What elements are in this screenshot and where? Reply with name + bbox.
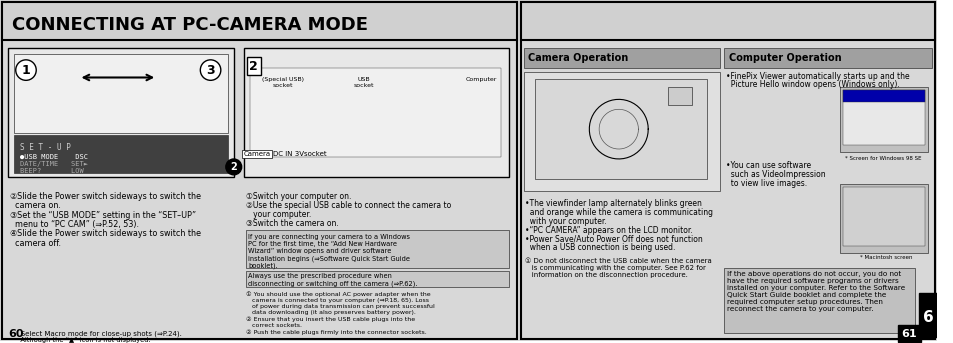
Text: •Power Save/Auto Power Off does not function: •Power Save/Auto Power Off does not func… bbox=[525, 235, 702, 244]
Bar bbox=[13, 135, 228, 173]
Text: Always use the prescribed procedure when
disconnecting or switching off the came: Always use the prescribed procedure when… bbox=[248, 273, 417, 287]
Text: BEEP?       LOW: BEEP? LOW bbox=[20, 168, 83, 174]
Text: menu to “PC CAM” (⇒P.52, 53).: menu to “PC CAM” (⇒P.52, 53). bbox=[10, 220, 139, 229]
Text: camera on.: camera on. bbox=[10, 201, 61, 210]
Bar bbox=[919, 293, 936, 337]
Text: Camera Operation: Camera Operation bbox=[528, 52, 628, 63]
Bar bbox=[723, 48, 931, 68]
Text: 2: 2 bbox=[250, 60, 258, 73]
Text: DC IN 3Vsocket: DC IN 3Vsocket bbox=[273, 151, 326, 157]
Text: Picture Hello window opens (Windows only).: Picture Hello window opens (Windows only… bbox=[725, 80, 899, 89]
Text: 2: 2 bbox=[230, 162, 237, 172]
Bar bbox=[243, 48, 508, 177]
Text: S E T - U P: S E T - U P bbox=[20, 143, 71, 152]
Bar bbox=[841, 187, 924, 246]
Bar bbox=[523, 48, 720, 68]
Bar bbox=[251, 68, 500, 157]
Text: 1: 1 bbox=[22, 63, 30, 76]
Bar bbox=[520, 2, 934, 339]
Bar bbox=[839, 184, 927, 253]
Text: 60: 60 bbox=[8, 329, 23, 339]
Text: •“PC CAMERA” appears on the LCD monitor.: •“PC CAMERA” appears on the LCD monitor. bbox=[525, 226, 693, 235]
Bar bbox=[245, 271, 508, 287]
Bar bbox=[841, 91, 924, 102]
Text: 6: 6 bbox=[922, 310, 933, 326]
Text: Select Macro mode for close-up shots (⇒P.24).: Select Macro mode for close-up shots (⇒P… bbox=[13, 331, 181, 337]
Text: If you are connecting your camera to a Windows
PC for the first time, the “Add N: If you are connecting your camera to a W… bbox=[248, 235, 410, 270]
Bar bbox=[245, 230, 508, 268]
Text: •You can use software: •You can use software bbox=[725, 161, 810, 170]
Text: and orange while the camera is communicating: and orange while the camera is communica… bbox=[525, 208, 713, 217]
Text: 3: 3 bbox=[206, 63, 214, 76]
Bar bbox=[667, 87, 692, 105]
Text: ③Set the “USB MODE” setting in the “SET–UP”: ③Set the “USB MODE” setting in the “SET–… bbox=[10, 211, 195, 220]
Bar bbox=[839, 87, 927, 152]
Text: ② Push the cable plugs firmly into the connector sockets.: ② Push the cable plugs firmly into the c… bbox=[245, 330, 426, 335]
Text: •The viewfinder lamp alternately blinks green: •The viewfinder lamp alternately blinks … bbox=[525, 199, 701, 208]
Text: ●USB MODE    DSC: ●USB MODE DSC bbox=[20, 154, 88, 160]
Text: ①Switch your computer on.: ①Switch your computer on. bbox=[245, 192, 351, 201]
Text: Computer Operation: Computer Operation bbox=[728, 52, 841, 63]
Bar bbox=[13, 54, 228, 133]
Text: Computer: Computer bbox=[465, 78, 497, 83]
Text: data downloading (it also preserves battery power).: data downloading (it also preserves batt… bbox=[245, 310, 415, 316]
Text: If the above operations do not occur, you do not
have the required software prog: If the above operations do not occur, yo… bbox=[726, 271, 904, 312]
Text: ② Ensure that you insert the USB cable plugs into the: ② Ensure that you insert the USB cable p… bbox=[245, 317, 415, 322]
Bar bbox=[523, 72, 720, 191]
Text: * Screen for Windows 98 SE: * Screen for Windows 98 SE bbox=[843, 156, 921, 161]
Text: Although the “▲” icon is not displayed.: Although the “▲” icon is not displayed. bbox=[13, 337, 151, 343]
Text: ① Do not disconnect the USB cable when the camera
   is communicating with the c: ① Do not disconnect the USB cable when t… bbox=[525, 258, 712, 278]
Text: ②Use the special USB cable to connect the camera to: ②Use the special USB cable to connect th… bbox=[245, 201, 451, 210]
Bar bbox=[2, 2, 517, 339]
Text: camera is connected to your computer (⇒P.18, 65). Loss: camera is connected to your computer (⇒P… bbox=[245, 298, 428, 303]
Text: of power during data transmission can prevent successful: of power during data transmission can pr… bbox=[245, 304, 434, 309]
Text: ① You should use the optional AC power adapter when the: ① You should use the optional AC power a… bbox=[245, 291, 430, 297]
Text: such as VideoImpression: such as VideoImpression bbox=[725, 170, 824, 179]
Bar bbox=[8, 48, 233, 177]
Text: camera off.: camera off. bbox=[10, 239, 61, 248]
Text: ④Slide the Power switch sideways to switch the: ④Slide the Power switch sideways to swit… bbox=[10, 229, 201, 238]
Text: Camera: Camera bbox=[244, 151, 271, 157]
Text: your computer.: your computer. bbox=[245, 210, 311, 218]
Text: (Special USB)
socket: (Special USB) socket bbox=[261, 78, 304, 88]
Bar bbox=[520, 2, 934, 40]
Text: DATE/TIME   SET►: DATE/TIME SET► bbox=[20, 161, 88, 167]
Bar bbox=[841, 91, 924, 145]
Text: USB
socket: USB socket bbox=[353, 78, 374, 88]
Bar bbox=[523, 256, 720, 284]
Text: * Macintosh screen: * Macintosh screen bbox=[860, 255, 912, 260]
Text: CONNECTING AT PC-CAMERA MODE: CONNECTING AT PC-CAMERA MODE bbox=[11, 16, 368, 34]
Bar bbox=[723, 268, 915, 333]
Text: •FinePix Viewer automatically starts up and the: •FinePix Viewer automatically starts up … bbox=[725, 72, 908, 81]
Text: 61: 61 bbox=[901, 329, 917, 339]
Text: ③Switch the camera on.: ③Switch the camera on. bbox=[245, 218, 338, 227]
Text: correct sockets.: correct sockets. bbox=[245, 323, 301, 328]
Text: ②Slide the Power switch sideways to switch the: ②Slide the Power switch sideways to swit… bbox=[10, 192, 201, 201]
Bar bbox=[535, 80, 706, 179]
Text: when a USB connection is being used.: when a USB connection is being used. bbox=[525, 244, 675, 252]
Text: to view live images.: to view live images. bbox=[725, 179, 806, 188]
Text: with your computer.: with your computer. bbox=[525, 216, 606, 226]
Bar bbox=[2, 2, 517, 40]
